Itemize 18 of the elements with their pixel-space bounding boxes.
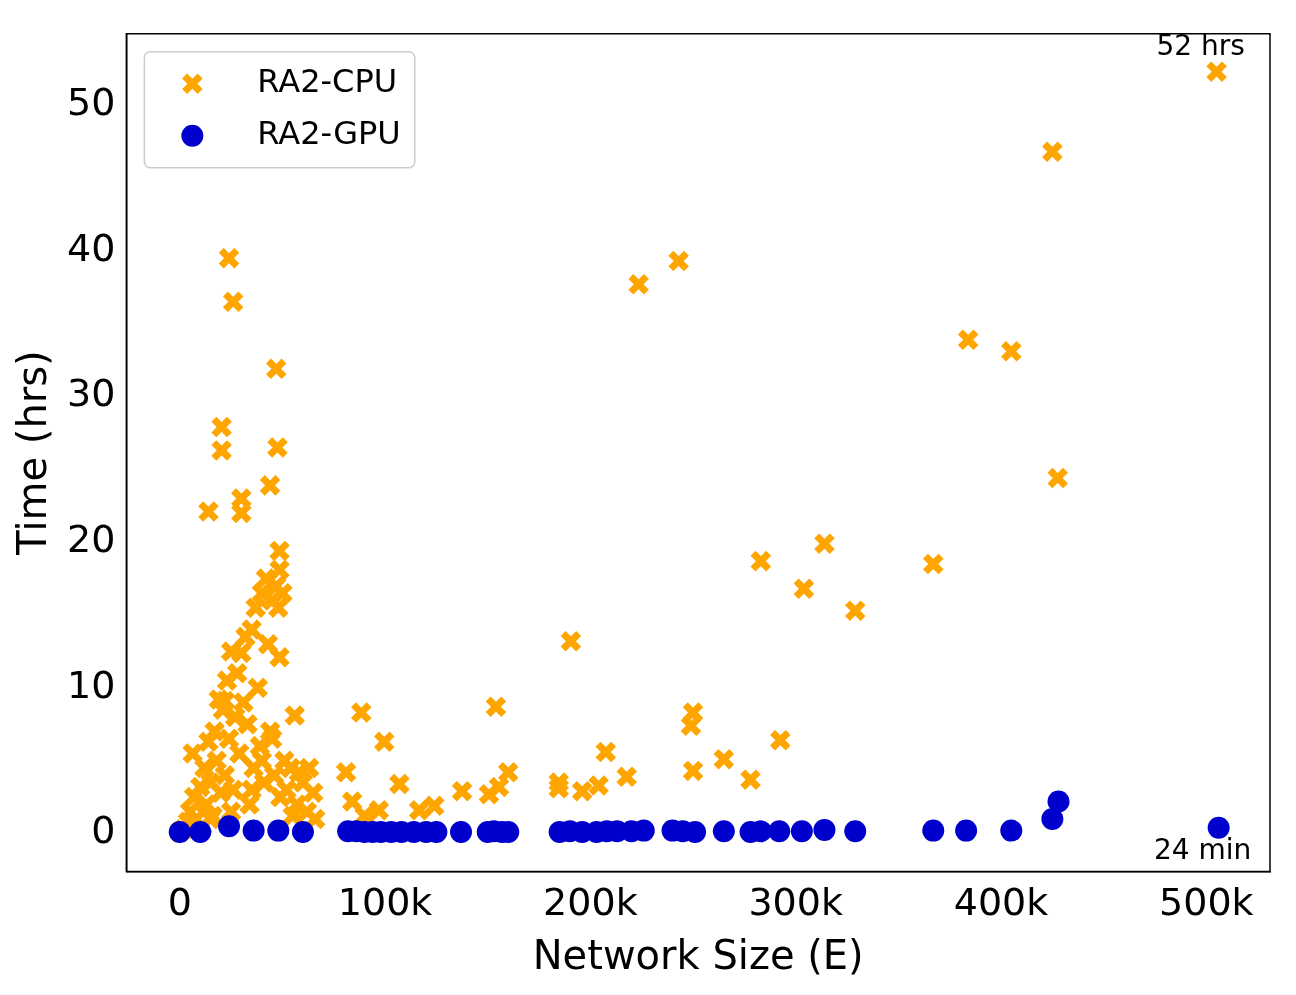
y-tick-label: 40 <box>66 225 116 270</box>
y-tick-label: 30 <box>66 371 116 416</box>
x-tick-label: 500k <box>1159 880 1254 925</box>
y-tick-label: 20 <box>66 517 116 562</box>
annotation: 52 hrs <box>1156 28 1245 62</box>
legend-label: RA2-CPU <box>257 62 398 101</box>
y-tick-label: 0 <box>91 808 116 853</box>
x-tick-label: 100k <box>337 880 433 925</box>
x-tick-label: 200k <box>543 880 638 925</box>
x-tick-label: 400k <box>953 880 1049 925</box>
x-tick-label: 0 <box>167 880 192 925</box>
annotation: 24 min <box>1154 832 1252 866</box>
x-axis-title: Network Size (E) <box>532 932 864 979</box>
legend-label: RA2-GPU <box>257 114 401 153</box>
y-tick-label: 10 <box>66 662 116 707</box>
x-tick-label: 300k <box>748 880 843 925</box>
y-axis-title: Time (hrs) <box>9 350 56 556</box>
y-tick-label: 50 <box>66 80 116 125</box>
